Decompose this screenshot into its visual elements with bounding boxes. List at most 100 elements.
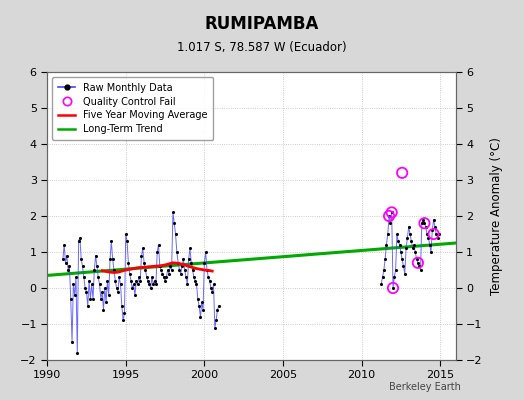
Point — [410, 242, 418, 248]
Point — [411, 249, 420, 255]
Point — [433, 234, 442, 241]
Point — [184, 256, 193, 262]
Point — [125, 270, 134, 277]
Point — [209, 281, 217, 288]
Point — [392, 231, 401, 237]
Point — [83, 303, 92, 309]
Point — [425, 242, 434, 248]
Point — [174, 260, 182, 266]
Point — [200, 260, 209, 266]
Point — [212, 317, 220, 324]
Point — [140, 260, 148, 266]
Point — [153, 249, 161, 255]
Point — [154, 242, 162, 248]
Point — [106, 256, 114, 262]
Point — [415, 263, 423, 270]
Point — [180, 267, 189, 273]
Point — [90, 267, 99, 273]
Point — [150, 278, 159, 284]
Point — [105, 292, 113, 298]
Point — [74, 238, 83, 244]
Point — [423, 231, 431, 237]
Point — [95, 281, 104, 288]
Point — [166, 263, 174, 270]
Point — [169, 209, 177, 216]
Point — [161, 278, 169, 284]
Point — [396, 242, 404, 248]
Point — [80, 274, 88, 280]
Point — [132, 278, 140, 284]
Point — [88, 281, 96, 288]
Point — [127, 278, 135, 284]
Point — [213, 306, 222, 313]
Point — [429, 231, 438, 237]
Point — [428, 227, 436, 234]
Point — [424, 234, 432, 241]
Point — [398, 256, 406, 262]
Point — [195, 303, 203, 309]
Point — [78, 263, 86, 270]
Point — [135, 274, 143, 280]
Point — [405, 224, 413, 230]
Point — [103, 278, 112, 284]
Point — [133, 281, 141, 288]
Point — [119, 317, 127, 324]
Point — [67, 296, 75, 302]
Point — [193, 296, 202, 302]
Point — [116, 281, 125, 288]
Point — [402, 245, 410, 252]
Point — [385, 213, 393, 219]
Point — [208, 288, 216, 295]
Point — [152, 281, 160, 288]
Point — [146, 285, 155, 291]
Point — [93, 263, 101, 270]
Point — [111, 278, 119, 284]
Point — [427, 249, 435, 255]
Point — [418, 220, 426, 226]
Point — [191, 278, 200, 284]
Point — [77, 256, 85, 262]
Point — [185, 245, 194, 252]
Point — [389, 285, 397, 291]
Point — [176, 267, 184, 273]
Point — [98, 288, 106, 295]
Point — [141, 267, 149, 273]
Point — [378, 274, 387, 280]
Point — [107, 238, 115, 244]
Point — [91, 252, 100, 259]
Point — [413, 260, 422, 266]
Point — [62, 252, 71, 259]
Point — [215, 303, 223, 309]
Point — [108, 256, 117, 262]
Point — [187, 260, 195, 266]
Point — [162, 274, 170, 280]
Point — [130, 292, 139, 298]
Point — [397, 249, 405, 255]
Point — [64, 267, 72, 273]
Point — [416, 267, 424, 273]
Point — [138, 245, 147, 252]
Point — [205, 278, 214, 284]
Point — [192, 281, 201, 288]
Point — [380, 267, 388, 273]
Point — [188, 267, 196, 273]
Point — [172, 249, 181, 255]
Point — [390, 274, 398, 280]
Point — [157, 267, 165, 273]
Y-axis label: Temperature Anomaly (°C): Temperature Anomaly (°C) — [490, 137, 503, 295]
Point — [385, 213, 393, 219]
Point — [384, 231, 392, 237]
Point — [382, 242, 390, 248]
Point — [136, 278, 145, 284]
Point — [432, 231, 440, 237]
Point — [204, 274, 212, 280]
Point — [182, 274, 190, 280]
Point — [398, 170, 406, 176]
Point — [391, 267, 400, 273]
Point — [388, 209, 396, 216]
Point — [179, 256, 188, 262]
Point — [68, 339, 76, 345]
Point — [99, 306, 107, 313]
Point — [122, 231, 130, 237]
Point — [60, 242, 68, 248]
